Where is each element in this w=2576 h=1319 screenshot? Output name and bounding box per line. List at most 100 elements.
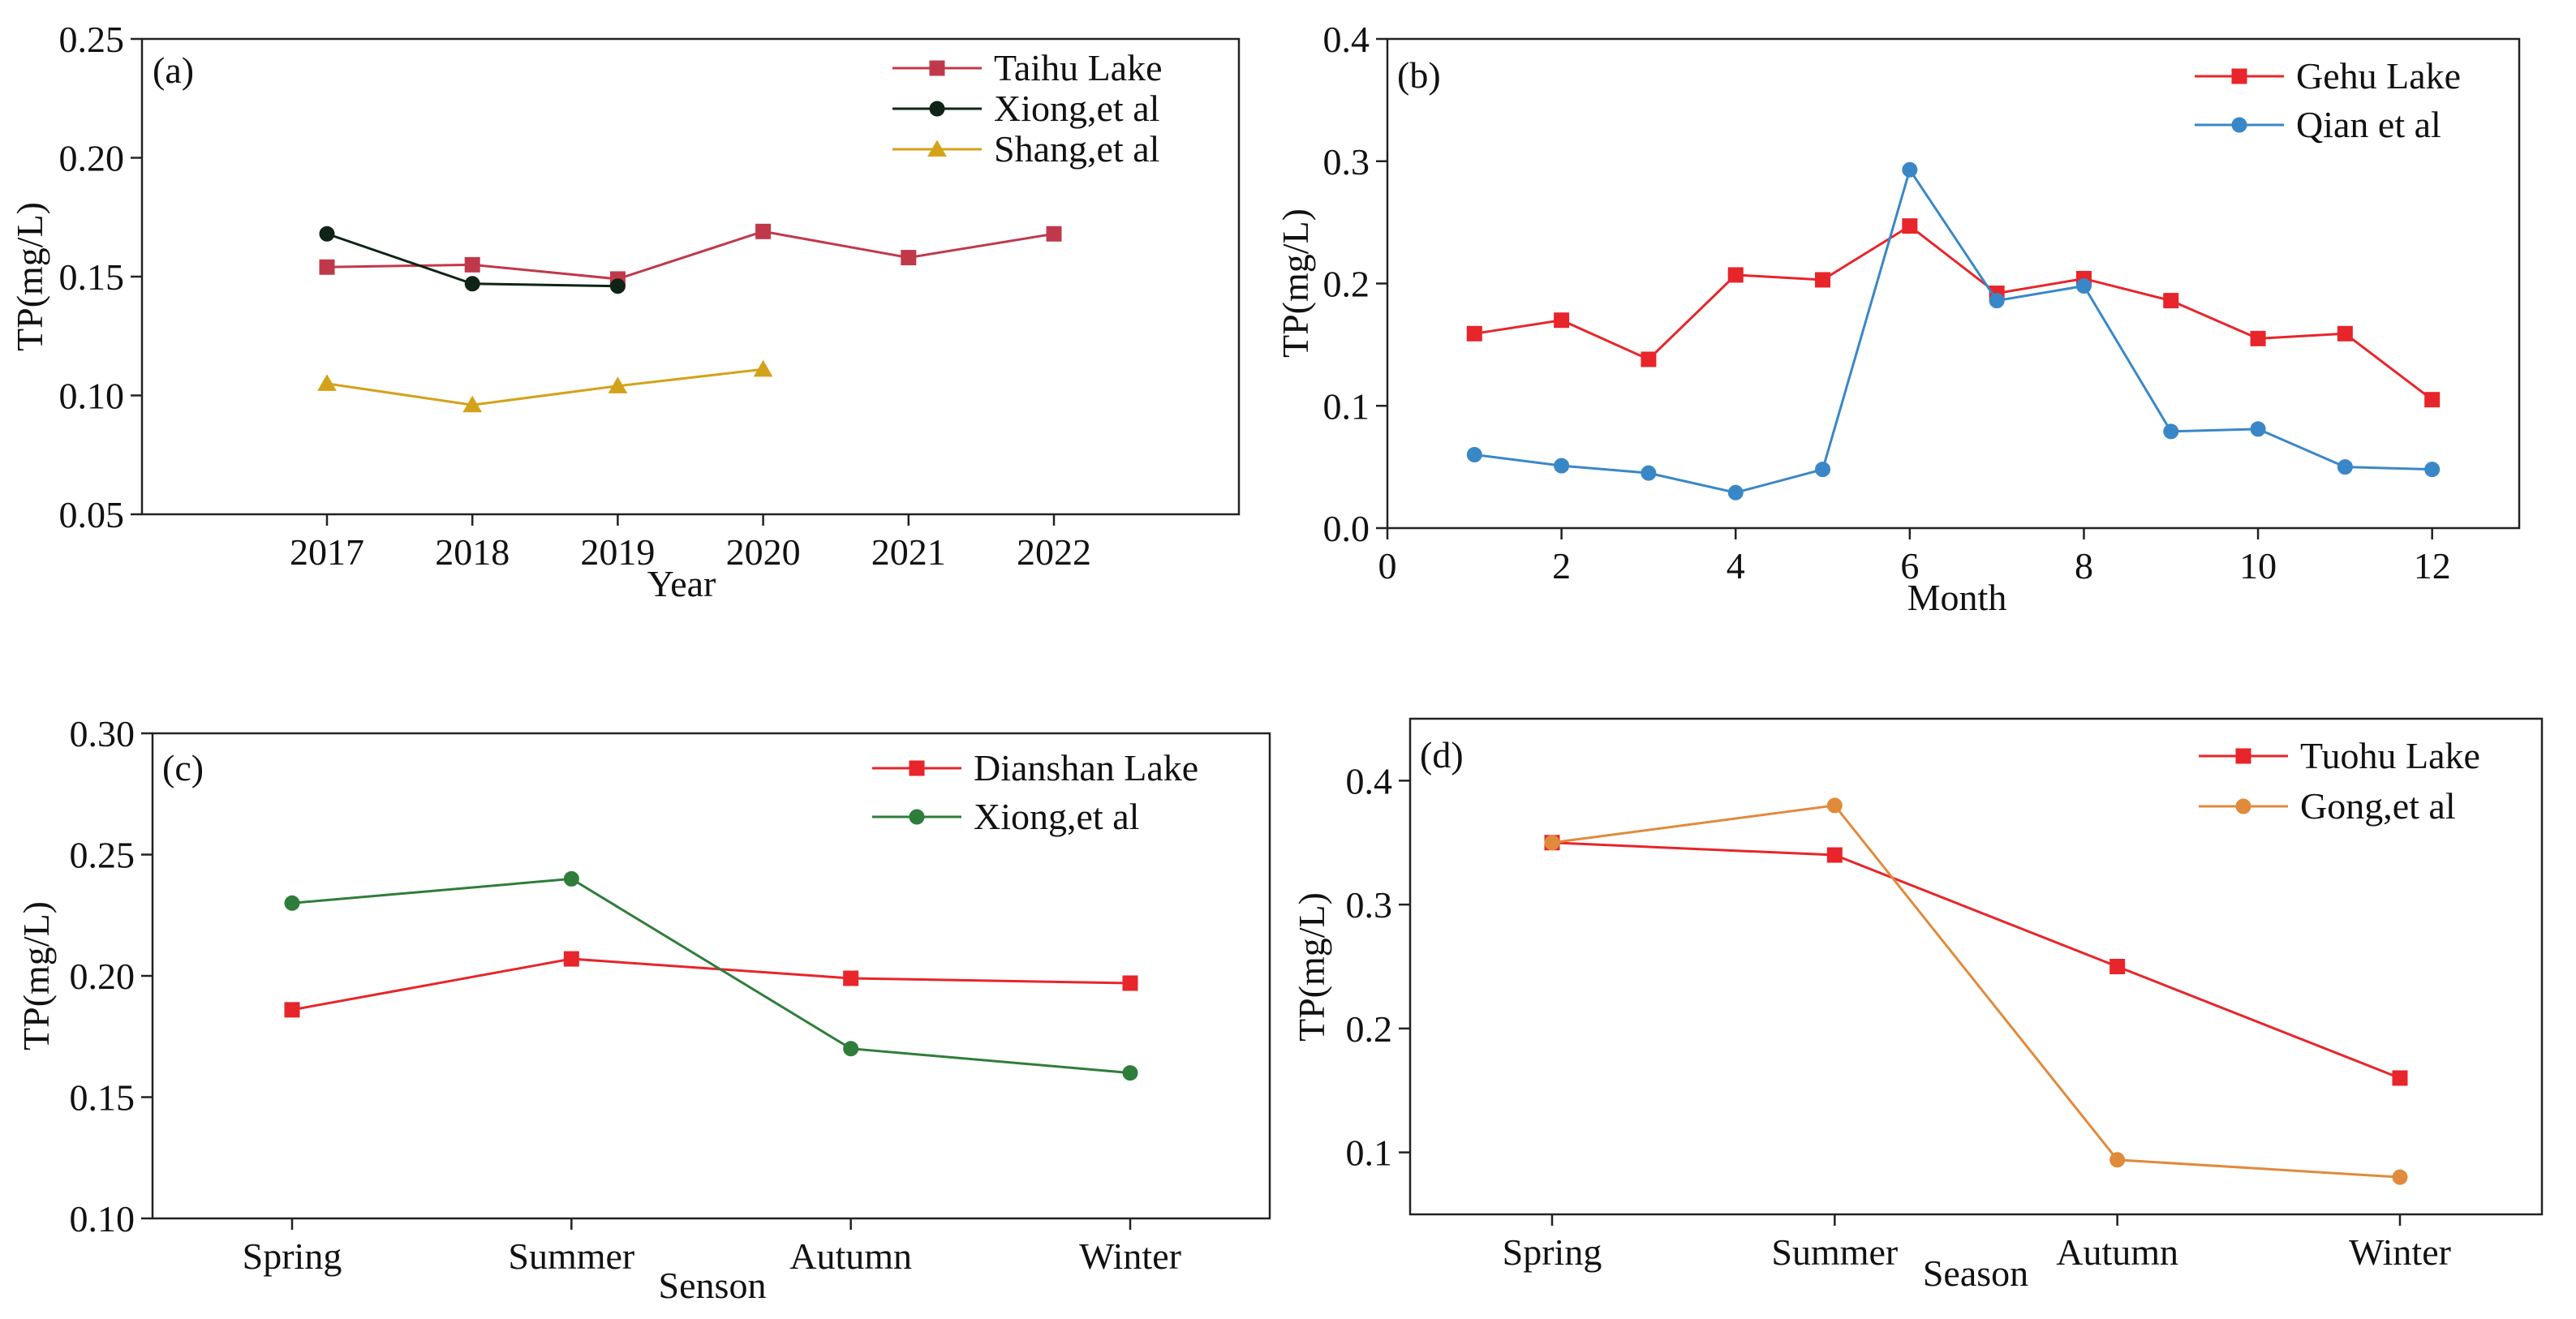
series-line: [1551, 804, 2401, 1179]
data-point: [1815, 462, 1831, 478]
panel-c: 0.10 0.15 0.20 0.25 0.30 Spring Summer Autumn Wi…: [15, 713, 1271, 1306]
legend-marker: [929, 101, 945, 117]
legend-marker: [929, 60, 945, 76]
data-point: [843, 970, 859, 986]
y-tick-label: 0.20: [59, 138, 125, 179]
panel-label: (a): [153, 49, 194, 91]
legend-label: Xiong,et al: [994, 88, 1159, 129]
x-tick-label: 0: [1378, 545, 1397, 586]
y-tick-label: 0.4: [1346, 760, 1393, 801]
panel-label: (b): [1397, 54, 1441, 96]
x-axis-title: Season: [1923, 1252, 2028, 1294]
data-point: [1727, 484, 1744, 501]
legend-label: Qian et al: [2296, 104, 2441, 145]
x-tick-label: 2017: [290, 531, 364, 573]
data-point: [1466, 447, 1482, 463]
data-point: [462, 395, 483, 413]
legend-label: Taihu Lake: [994, 47, 1163, 88]
data-point: [1544, 835, 1560, 851]
data-point: [464, 256, 480, 273]
series-line: [326, 367, 763, 406]
data-point: [2163, 293, 2179, 309]
legend-label: Shang,et al: [994, 128, 1159, 170]
panel-b: 0.0 0.1 0.2 0.3 0.4 0 2 4 6 8 10 12 Month TP(mg/L) (b)…: [1275, 19, 2521, 618]
series-gong-et-al: [1544, 797, 2408, 1185]
x-tick-label: Autumn: [2056, 1231, 2178, 1273]
data-point: [2424, 392, 2441, 408]
data-point: [1989, 293, 2005, 309]
y-tick-label: 0.10: [70, 1198, 135, 1240]
data-point: [1554, 458, 1570, 474]
y-axis-title: TP(mg/L): [9, 202, 50, 351]
series-xiong-et-al: [284, 870, 1138, 1081]
data-point: [2424, 462, 2441, 478]
x-axis-title: Month: [1907, 577, 2007, 618]
panel-label: (d): [1420, 734, 1464, 776]
data-point: [319, 226, 335, 242]
legend-marker: [2231, 68, 2247, 84]
data-point: [1466, 325, 1482, 342]
data-point: [1641, 351, 1657, 367]
legend-marker: [927, 140, 947, 157]
x-tick-label: Winter: [2349, 1231, 2451, 1273]
data-point: [1727, 267, 1744, 283]
data-point: [901, 250, 917, 266]
y-tick-label: 0.10: [59, 376, 125, 417]
y-tick-label: 0.4: [1323, 19, 1370, 60]
y-tick-label: 0.25: [59, 19, 125, 60]
data-point: [1826, 797, 1843, 814]
y-tick-label: 0.1: [1346, 1132, 1393, 1174]
data-point: [2109, 1152, 2126, 1168]
x-tick-label: Summer: [508, 1235, 634, 1277]
y-tick-label: 0.15: [70, 1077, 135, 1119]
legend-label: Gehu Lake: [2296, 55, 2461, 97]
x-tick-label: 4: [1727, 545, 1745, 586]
x-tick-label: 2021: [871, 531, 946, 573]
series-shang-et-al: [317, 359, 773, 413]
panel-d: 0.1 0.2 0.3 0.4 Spring Summer Autumn Winter Seas…: [1291, 717, 2544, 1294]
series-line: [326, 230, 1055, 281]
series-gehu-lake: [1466, 218, 2441, 408]
data-point: [2337, 325, 2353, 342]
data-point: [2392, 1169, 2408, 1185]
x-axis-title: Year: [647, 563, 716, 604]
panel-label: (c): [162, 747, 204, 788]
data-point: [1826, 847, 1843, 863]
x-tick-label: 2018: [435, 531, 510, 573]
y-tick-label: 0.0: [1323, 508, 1370, 549]
data-point: [1815, 272, 1831, 288]
y-axis-title: TP(mg/L): [15, 901, 57, 1050]
series-taihu-lake: [319, 223, 1062, 287]
data-point: [1902, 218, 1918, 234]
data-point: [1046, 226, 1062, 242]
y-tick-label: 0.30: [70, 713, 135, 754]
data-point: [843, 1041, 859, 1057]
legend-marker: [909, 809, 925, 825]
data-point: [563, 870, 579, 887]
series-line: [1474, 224, 2433, 401]
x-tick-label: 6: [1900, 545, 1919, 586]
y-tick-label: 0.1: [1323, 385, 1370, 427]
panel-a: 0.05 0.10 0.15 0.20 0.25 2017 2018 2019 2020 2021…: [9, 19, 1241, 604]
y-tick-label: 0.15: [59, 256, 125, 298]
data-point: [1122, 1065, 1138, 1081]
series-tuohu-lake: [1544, 835, 2408, 1086]
data-point: [2250, 330, 2266, 346]
data-point: [2250, 421, 2266, 437]
x-tick-label: Spring: [1503, 1231, 1602, 1273]
x-tick-label: 2: [1552, 545, 1571, 586]
data-point: [2109, 959, 2126, 974]
plot-frame: [1408, 717, 2544, 1216]
x-tick-label: 10: [2239, 545, 2277, 586]
legend-marker: [909, 760, 925, 776]
legend-marker: [2235, 798, 2251, 814]
data-point: [2163, 423, 2179, 440]
series-qian-et-al: [1466, 161, 2441, 501]
data-point: [1641, 465, 1657, 481]
x-tick-label: 8: [2075, 545, 2093, 586]
data-point: [755, 223, 772, 239]
data-point: [608, 376, 628, 393]
y-tick-label: 0.20: [70, 956, 135, 997]
series-line: [1474, 166, 2432, 494]
